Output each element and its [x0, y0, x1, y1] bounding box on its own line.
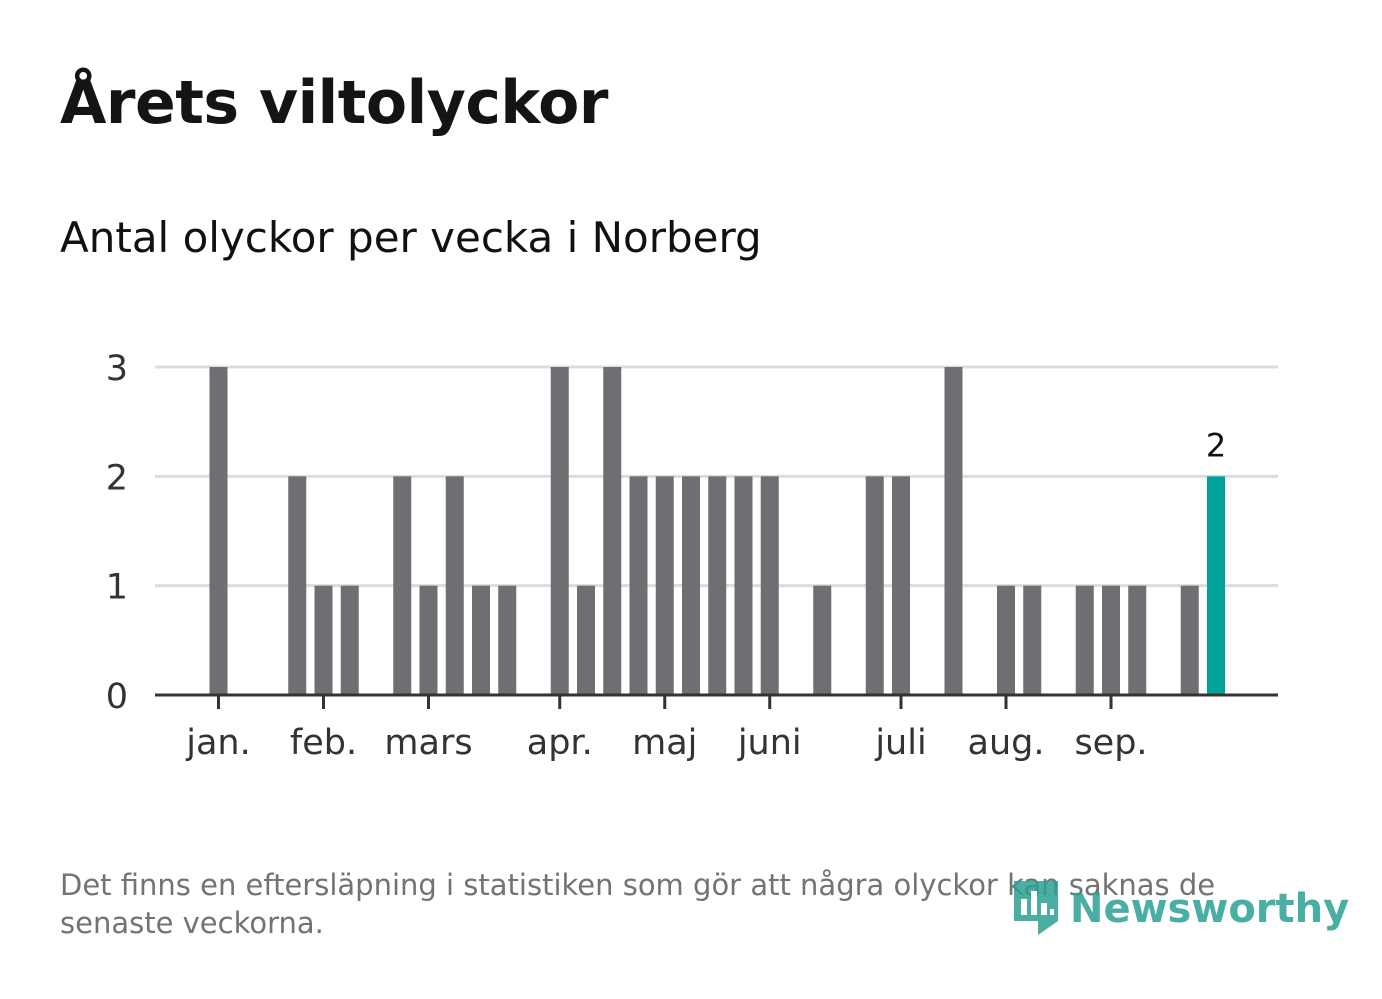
bar [997, 585, 1015, 695]
bar [629, 476, 648, 695]
bar [1102, 585, 1120, 695]
bar [209, 367, 228, 695]
labels: 0 1 2 3 2 jan. feb. mars apr. maj juni juli aug. sep. [106, 349, 1226, 763]
bar [708, 476, 727, 695]
bar [1180, 585, 1199, 695]
bar [550, 367, 569, 695]
bar [682, 476, 700, 695]
newsworthy-logo-icon [1014, 881, 1058, 935]
x-tick-label: jan. [185, 723, 250, 763]
bar [577, 585, 595, 695]
bar [865, 476, 884, 695]
bar [340, 585, 359, 695]
bar [393, 476, 412, 695]
x-tick-label: feb. [290, 723, 357, 763]
chart-subtitle: Antal olyckor per vecka i Norberg [60, 213, 762, 262]
bar [288, 476, 307, 695]
bar-highlight [1207, 476, 1225, 695]
bar [472, 585, 490, 695]
x-tick-label: apr. [527, 723, 593, 763]
x-tick-label: aug. [968, 723, 1045, 763]
bar [603, 367, 622, 695]
x-tick-label: juli [874, 723, 926, 763]
bar [944, 367, 963, 695]
chart-title: Årets viltolyckor [60, 68, 609, 138]
bar [892, 476, 910, 695]
bar [419, 585, 438, 695]
bar [1075, 585, 1094, 695]
newsworthy-logo[interactable]: Newsworthy [1010, 876, 1349, 942]
x-tick-label: juni [737, 723, 802, 763]
y-tick-label: 3 [106, 349, 128, 389]
bar [1128, 585, 1147, 695]
bar [498, 585, 517, 695]
brand-name: Newsworthy [1070, 886, 1350, 932]
y-tick-label: 2 [106, 458, 128, 498]
bar [314, 585, 333, 695]
bar [1023, 585, 1042, 695]
x-axis [155, 693, 1278, 709]
x-tick-label: maj [632, 723, 697, 763]
y-tick-label: 0 [106, 677, 128, 717]
bar [734, 476, 753, 695]
y-tick-label: 1 [106, 568, 128, 608]
highlight-value-label: 2 [1206, 426, 1226, 464]
x-tick-label: sep. [1074, 723, 1147, 763]
bar [655, 476, 674, 695]
bar [813, 585, 832, 695]
x-tick-label: mars [384, 723, 472, 763]
bar [760, 476, 779, 695]
bars [209, 367, 1225, 695]
bar [445, 476, 464, 695]
